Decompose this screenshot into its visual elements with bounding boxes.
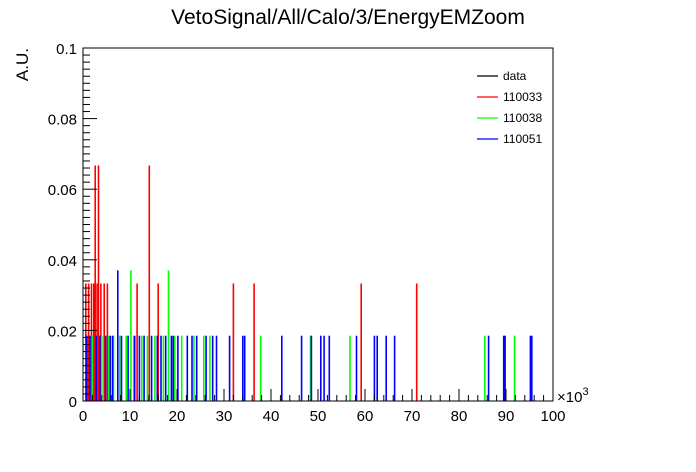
legend: data 110033 110038 110051: [477, 69, 542, 146]
legend-label-110051: 110051: [503, 132, 542, 146]
x-tick-label-8: 80: [451, 408, 468, 425]
axes-layer: 0 10 20 30 40 50 60 70 80 90 100 0 0.02 0.04 0.06 0.08 0…: [48, 41, 566, 425]
legend-label-110038: 110038: [503, 111, 542, 125]
y-tick-label-4: 0.08: [48, 112, 77, 129]
x-tick-label-2: 20: [169, 408, 186, 425]
x-axis-multiplier-base: ×10: [557, 389, 582, 406]
bars-layer: [85, 165, 533, 401]
y-tick-label-2: 0.04: [48, 253, 77, 270]
x-tick-label-5: 50: [310, 408, 327, 425]
legend-label-data: data: [503, 69, 527, 83]
y-tick-label-3: 0.06: [48, 182, 77, 199]
y-tick-label-0: 0: [69, 394, 77, 411]
y-axis-label: A.U.: [13, 48, 32, 81]
x-axis-multiplier: ×103: [557, 386, 589, 406]
y-tick-label-1: 0.02: [48, 323, 77, 340]
x-tick-label-9: 90: [498, 408, 515, 425]
x-tick-label-1: 10: [122, 408, 139, 425]
x-axis-multiplier-exponent: 3: [582, 386, 588, 398]
x-tick-label-3: 30: [216, 408, 233, 425]
x-tick-label-0: 0: [79, 408, 87, 425]
chart-title: VetoSignal/All/Calo/3/EnergyEMZoom: [171, 6, 525, 29]
x-tick-label-10: 100: [540, 408, 565, 425]
plot-frame: [82, 47, 554, 402]
x-tick-label-7: 70: [404, 408, 421, 425]
x-tick-label-4: 40: [263, 408, 280, 425]
x-tick-label-6: 60: [357, 408, 374, 425]
legend-label-110033: 110033: [503, 90, 542, 104]
y-tick-label-5: 0.1: [56, 41, 77, 58]
